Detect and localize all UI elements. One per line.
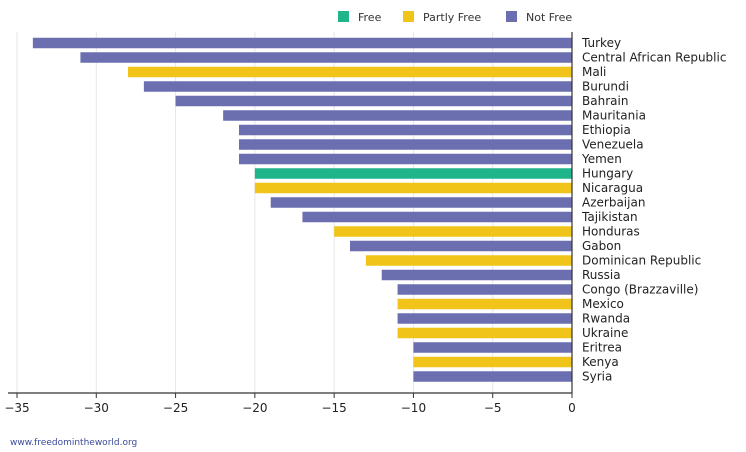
country-label-ukraine: Ukraine <box>582 326 628 340</box>
x-tick-label: 0 <box>568 401 576 415</box>
country-label-burundi: Burundi <box>582 80 629 94</box>
bar-nicaragua <box>254 182 572 194</box>
bar-ukraine <box>397 327 572 339</box>
bar-tajikistan <box>302 211 572 223</box>
bar-russia <box>381 269 572 281</box>
bar-eritrea <box>413 342 572 353</box>
bar-bahrain <box>175 95 573 107</box>
bar-gabon <box>350 240 572 252</box>
legend-swatch-free <box>338 11 349 22</box>
country-label-eritrea: Eritrea <box>582 341 622 355</box>
x-tick-label: −35 <box>4 401 29 415</box>
bars <box>32 37 573 382</box>
country-label-syria: Syria <box>582 370 612 384</box>
x-axis: −35 −30 −25 −20 −15 −10 −5 0 <box>4 32 576 415</box>
legend-label-not-free: Not Free <box>526 11 572 24</box>
x-tick-label: −15 <box>321 401 346 415</box>
country-label-venezuela: Venezuela <box>582 138 644 152</box>
x-tick-label: −10 <box>401 401 426 415</box>
x-tick-label: −25 <box>163 401 188 415</box>
bar-azerbaijan <box>270 197 572 208</box>
country-label-rwanda: Rwanda <box>582 312 630 326</box>
country-label-kenya: Kenya <box>582 355 619 369</box>
bar-central-african-republic <box>80 52 572 63</box>
bar-hungary <box>254 168 572 179</box>
bar-mali <box>128 66 572 78</box>
country-label-turkey: Turkey <box>581 36 621 50</box>
country-label-tajikistan: Tajikistan <box>581 210 638 224</box>
country-label-yemen: Yemen <box>581 152 622 166</box>
bar-honduras <box>334 226 572 237</box>
country-label-congo-brazzaville: Congo (Brazzaville) <box>582 283 698 297</box>
country-label-honduras: Honduras <box>582 225 640 239</box>
bar-venezuela <box>239 139 572 150</box>
country-label-dominican-republic: Dominican Republic <box>582 254 701 268</box>
bar-syria <box>413 371 572 382</box>
legend: Free Partly Free Not Free <box>338 11 572 24</box>
x-tick-label: −20 <box>242 401 267 415</box>
source-label: www.freedomintheworld.org <box>10 438 137 448</box>
country-label-hungary: Hungary <box>582 167 633 181</box>
country-label-ethiopia: Ethiopia <box>582 123 631 137</box>
country-label-mali: Mali <box>582 65 606 79</box>
country-label-nicaragua: Nicaragua <box>582 181 643 195</box>
country-label-mauritania: Mauritania <box>582 109 646 123</box>
bar-ethiopia <box>239 124 572 136</box>
country-label-mexico: Mexico <box>582 297 624 311</box>
bar-yemen <box>239 153 572 165</box>
country-label-russia: Russia <box>582 268 621 282</box>
bar-rwanda <box>397 313 572 324</box>
legend-swatch-partly-free <box>403 11 414 22</box>
legend-swatch-not-free <box>506 11 517 22</box>
country-label-azerbaijan: Azerbaijan <box>582 196 645 210</box>
x-tick-label: −30 <box>84 401 109 415</box>
legend-label-free: Free <box>358 11 382 24</box>
bar-dominican-republic <box>365 255 572 266</box>
bar-mexico <box>397 298 572 310</box>
bar-congo-brazzaville <box>397 284 572 295</box>
bar-mauritania <box>223 110 572 121</box>
country-label-gabon: Gabon <box>582 239 621 253</box>
bar-burundi <box>143 81 572 92</box>
country-label-central-african-republic: Central African Republic <box>582 51 726 65</box>
bar-kenya <box>413 356 572 368</box>
legend-label-partly-free: Partly Free <box>423 11 481 24</box>
bar-turkey <box>32 37 573 49</box>
country-label-bahrain: Bahrain <box>582 94 628 108</box>
x-tick-label: −5 <box>484 401 502 415</box>
